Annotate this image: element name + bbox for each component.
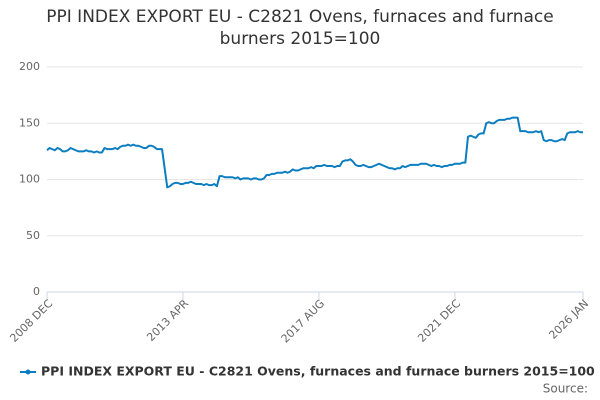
legend-marker	[25, 369, 31, 375]
y-tick-label: 50	[26, 229, 40, 242]
y-tick-label: 200	[19, 60, 40, 73]
y-tick-label: 150	[19, 116, 40, 129]
legend-label: PPI INDEX EXPORT EU - C2821 Ovens, furna…	[41, 364, 595, 379]
y-tick-label: 100	[19, 173, 40, 186]
chart-title: PPI INDEX EXPORT EU - C2821 Ovens, furna…	[46, 7, 554, 49]
x-tick-label: 2026 JAN	[546, 297, 591, 342]
x-tick-label: 2021 DEC	[415, 297, 463, 345]
x-tick-label: 2008 DEC	[7, 297, 55, 345]
source: Source:	[543, 382, 588, 396]
line	[46, 116, 583, 189]
x-tick-label: 2017 AUG	[279, 297, 328, 346]
y-tick-label: 0	[33, 285, 40, 298]
x-tick-label: 2013 APR	[144, 297, 191, 344]
